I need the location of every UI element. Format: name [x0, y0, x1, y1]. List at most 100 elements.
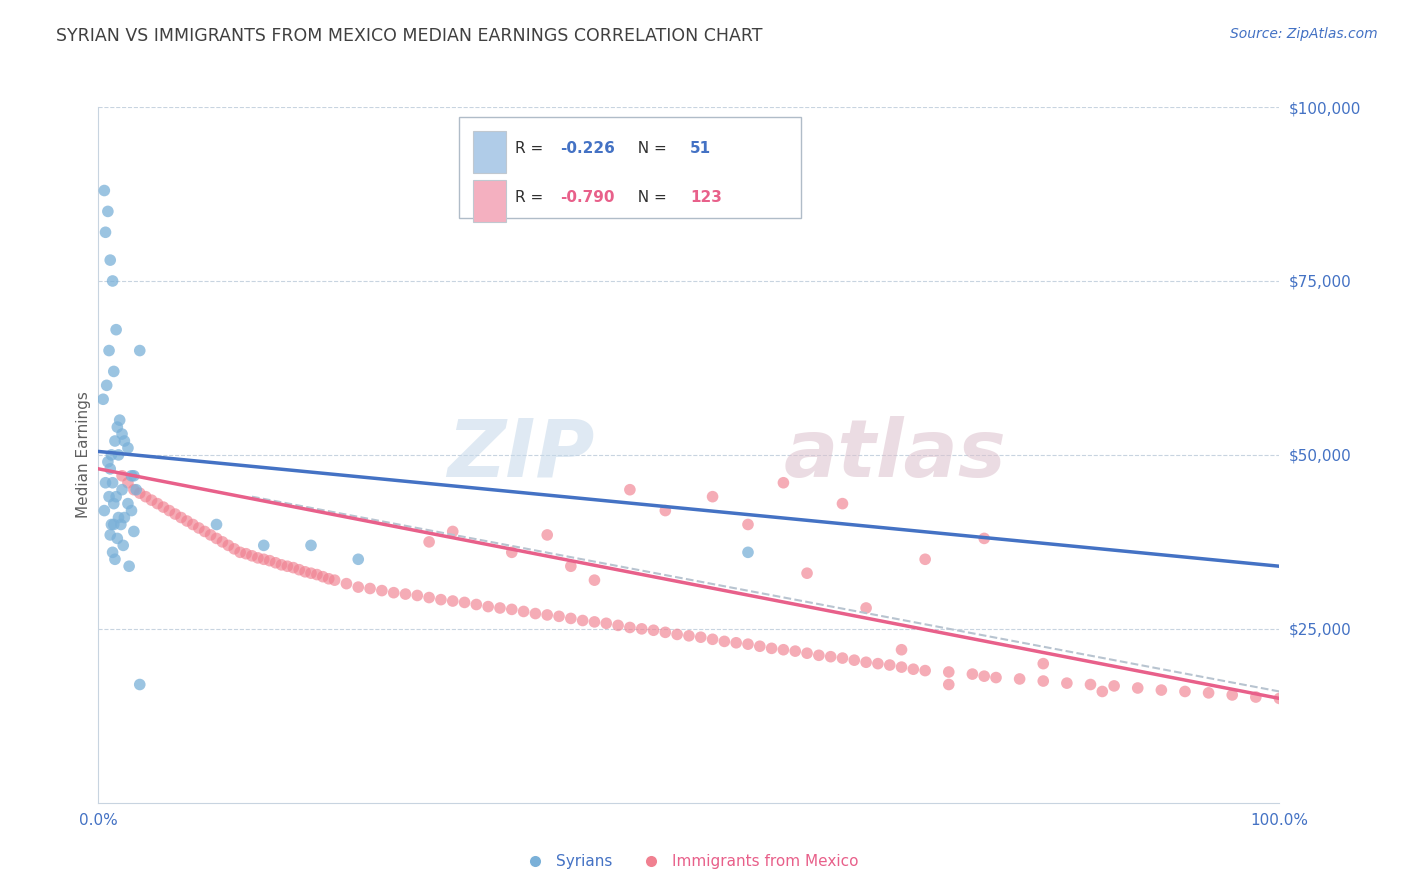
- Point: [112, 538, 135, 552]
- Point: [103, 364, 125, 378]
- Point: [962, 667, 984, 681]
- Point: [98, 462, 121, 476]
- Text: 51: 51: [690, 141, 711, 156]
- Point: [548, 609, 571, 624]
- Point: [98, 343, 121, 358]
- Point: [103, 497, 125, 511]
- Point: [1080, 677, 1102, 691]
- Point: [101, 545, 124, 559]
- Point: [107, 448, 129, 462]
- Legend: Syrians, Immigrants from Mexico: Syrians, Immigrants from Mexico: [513, 848, 865, 875]
- Text: Source: ZipAtlas.com: Source: ZipAtlas.com: [1230, 27, 1378, 41]
- Point: [101, 475, 124, 490]
- Point: [536, 528, 558, 542]
- Point: [973, 532, 995, 546]
- Point: [796, 646, 818, 660]
- Y-axis label: Median Earnings: Median Earnings: [76, 392, 91, 518]
- Point: [299, 566, 322, 581]
- Point: [141, 493, 163, 508]
- Point: [105, 490, 128, 504]
- Point: [312, 570, 335, 584]
- Point: [187, 521, 209, 535]
- Point: [785, 644, 807, 658]
- Point: [240, 549, 263, 563]
- Point: [536, 607, 558, 622]
- Point: [205, 532, 228, 546]
- Point: [844, 653, 866, 667]
- Point: [761, 641, 783, 656]
- Point: [128, 677, 150, 691]
- Text: atlas: atlas: [783, 416, 1007, 494]
- Point: [170, 510, 193, 524]
- Point: [323, 573, 346, 587]
- Point: [737, 545, 759, 559]
- Point: [205, 517, 228, 532]
- Text: R =: R =: [516, 190, 548, 205]
- Point: [105, 532, 128, 546]
- Point: [335, 576, 357, 591]
- Point: [371, 583, 394, 598]
- Point: [121, 503, 143, 517]
- Point: [288, 563, 311, 577]
- Point: [235, 547, 257, 561]
- Point: [122, 483, 145, 497]
- Point: [112, 510, 135, 524]
- Point: [253, 552, 276, 566]
- Point: [619, 620, 641, 634]
- Point: [1102, 679, 1125, 693]
- Point: [118, 559, 141, 574]
- Point: [112, 434, 135, 448]
- Point: [94, 475, 117, 490]
- Point: [1056, 676, 1078, 690]
- Point: [465, 598, 488, 612]
- Point: [689, 630, 711, 644]
- Point: [107, 510, 129, 524]
- Point: [318, 572, 340, 586]
- Point: [229, 545, 252, 559]
- Point: [157, 503, 180, 517]
- Point: [630, 622, 652, 636]
- Point: [607, 618, 630, 632]
- Point: [702, 632, 724, 647]
- Point: [772, 642, 794, 657]
- FancyBboxPatch shape: [472, 131, 506, 173]
- Point: [347, 552, 370, 566]
- Point: [103, 517, 125, 532]
- Point: [121, 468, 143, 483]
- Point: [702, 490, 724, 504]
- Point: [97, 204, 120, 219]
- Point: [560, 559, 582, 574]
- Point: [914, 664, 936, 678]
- Point: [117, 475, 139, 490]
- Point: [135, 490, 157, 504]
- Point: [294, 565, 316, 579]
- Point: [524, 607, 547, 621]
- Point: [890, 660, 912, 674]
- Point: [264, 556, 287, 570]
- Point: [1220, 688, 1243, 702]
- Point: [359, 582, 381, 596]
- Point: [643, 624, 665, 638]
- Point: [1091, 684, 1114, 698]
- Point: [406, 589, 429, 603]
- Text: N =: N =: [627, 141, 671, 156]
- Point: [100, 448, 122, 462]
- Point: [146, 497, 169, 511]
- Point: [224, 541, 246, 556]
- Point: [91, 392, 114, 407]
- Text: -0.226: -0.226: [560, 141, 614, 156]
- Point: [93, 184, 115, 198]
- Point: [104, 552, 127, 566]
- Point: [122, 524, 145, 539]
- Point: [117, 441, 139, 455]
- Point: [619, 483, 641, 497]
- Point: [211, 534, 233, 549]
- Text: N =: N =: [627, 190, 671, 205]
- Point: [441, 524, 464, 539]
- Point: [93, 503, 115, 517]
- Point: [108, 413, 131, 427]
- Point: [1126, 681, 1149, 695]
- Point: [654, 503, 676, 517]
- Point: [666, 627, 689, 641]
- Point: [441, 594, 464, 608]
